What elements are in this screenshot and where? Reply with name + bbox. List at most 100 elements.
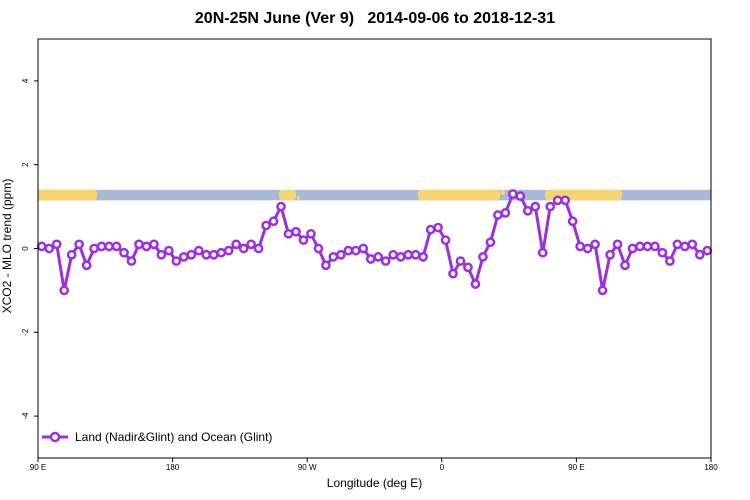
- data-point: [186, 249, 197, 260]
- land-region: [418, 189, 500, 201]
- data-point: [59, 285, 70, 296]
- data-point: [238, 243, 249, 254]
- x-tick-label: 90 E: [568, 463, 584, 472]
- x-tick-label: 90 E: [30, 463, 46, 472]
- chart-title: 20N-25N June (Ver 9) 2014-09-06 to 2018-…: [194, 10, 556, 27]
- data-point: [702, 245, 713, 256]
- data-point: [560, 195, 571, 206]
- data-point: [201, 249, 212, 260]
- data-point: [44, 243, 55, 254]
- data-point: [507, 189, 518, 199]
- data-point: [171, 256, 182, 266]
- data-point: [418, 252, 428, 262]
- data-point: [687, 239, 698, 250]
- data-point: [567, 216, 578, 227]
- data-point: [149, 239, 159, 250]
- data-point: [321, 260, 331, 271]
- y-tick-label: -4: [21, 412, 30, 420]
- data-point: [306, 228, 316, 239]
- data-point: [343, 245, 354, 256]
- data-point: [597, 285, 608, 296]
- data-point: [336, 249, 346, 260]
- data-point: [672, 239, 683, 250]
- data-point: [141, 241, 152, 252]
- data-point: [425, 224, 436, 235]
- data-point: [694, 249, 705, 260]
- land-region: [500, 189, 505, 196]
- data-point: [522, 205, 533, 216]
- x-tick-label: 0: [440, 463, 445, 472]
- land-region: [82, 192, 90, 201]
- data-point: [223, 245, 234, 256]
- data-point: [642, 241, 653, 252]
- x-tick-label: 90 W: [298, 463, 317, 472]
- data-point: [365, 254, 376, 264]
- data-point: [36, 241, 47, 252]
- data-point: [478, 252, 488, 262]
- data-point: [575, 241, 585, 252]
- data-point: [448, 268, 458, 279]
- data-point: [261, 220, 271, 231]
- data-point: [515, 191, 526, 201]
- data-point: [313, 243, 324, 254]
- data-point: [96, 241, 107, 252]
- y-axis-label: XCO2 - MLO trend (ppm): [0, 178, 14, 314]
- data-point: [463, 262, 473, 273]
- data-point: [395, 252, 406, 262]
- data-point: [208, 249, 219, 260]
- data-point: [665, 256, 675, 266]
- data-point: [119, 247, 129, 258]
- data-point: [373, 252, 384, 262]
- legend-label: Land (Nadir&Glint) and Ocean (Glint): [75, 430, 272, 444]
- data-point: [590, 239, 600, 250]
- data-point: [620, 260, 630, 271]
- data-point: [283, 228, 294, 239]
- data-point: [500, 208, 511, 218]
- data-point: [328, 252, 339, 262]
- data-point: [164, 245, 174, 256]
- y-tick-label: 4: [21, 78, 30, 83]
- data-point: [253, 243, 264, 254]
- data-point: [111, 241, 122, 252]
- legend: Land (Nadir&Glint) and Ocean (Glint): [42, 430, 272, 444]
- data-point: [455, 256, 466, 266]
- data-point: [657, 247, 668, 258]
- data-point: [51, 239, 62, 250]
- data-point: [81, 260, 92, 271]
- data-point: [291, 226, 301, 237]
- data-point: [537, 247, 548, 258]
- land-region: [297, 196, 300, 201]
- data-point: [552, 195, 563, 206]
- data-point: [74, 239, 84, 250]
- data-point: [89, 243, 99, 254]
- data-point: [627, 243, 638, 254]
- y-tick-label: -2: [21, 328, 30, 336]
- data-point: [403, 249, 413, 260]
- x-tick-label: 180: [704, 463, 718, 472]
- ocean-band: [38, 189, 711, 201]
- land-region: [279, 189, 296, 201]
- x-tick-label: 180: [166, 463, 180, 472]
- land-ocean-strip: [38, 189, 711, 201]
- data-point: [298, 235, 309, 245]
- data-point: [358, 243, 369, 254]
- data-point: [156, 249, 167, 260]
- y-tick-label: 0: [21, 246, 30, 251]
- data-point: [582, 243, 593, 254]
- series-layer: [36, 189, 713, 296]
- data-point: [126, 256, 137, 266]
- land-region: [560, 189, 590, 193]
- data-point: [276, 201, 286, 212]
- legend-marker-swatch: [49, 431, 61, 443]
- data-point: [231, 239, 242, 250]
- data-point: [485, 237, 496, 248]
- data-point: [350, 245, 361, 256]
- data-point: [433, 222, 443, 233]
- data-point: [612, 239, 623, 250]
- data-point: [104, 241, 114, 252]
- data-point: [440, 235, 451, 245]
- data-point: [388, 249, 399, 260]
- data-point: [246, 239, 256, 250]
- y-tick-label: 2: [21, 162, 30, 167]
